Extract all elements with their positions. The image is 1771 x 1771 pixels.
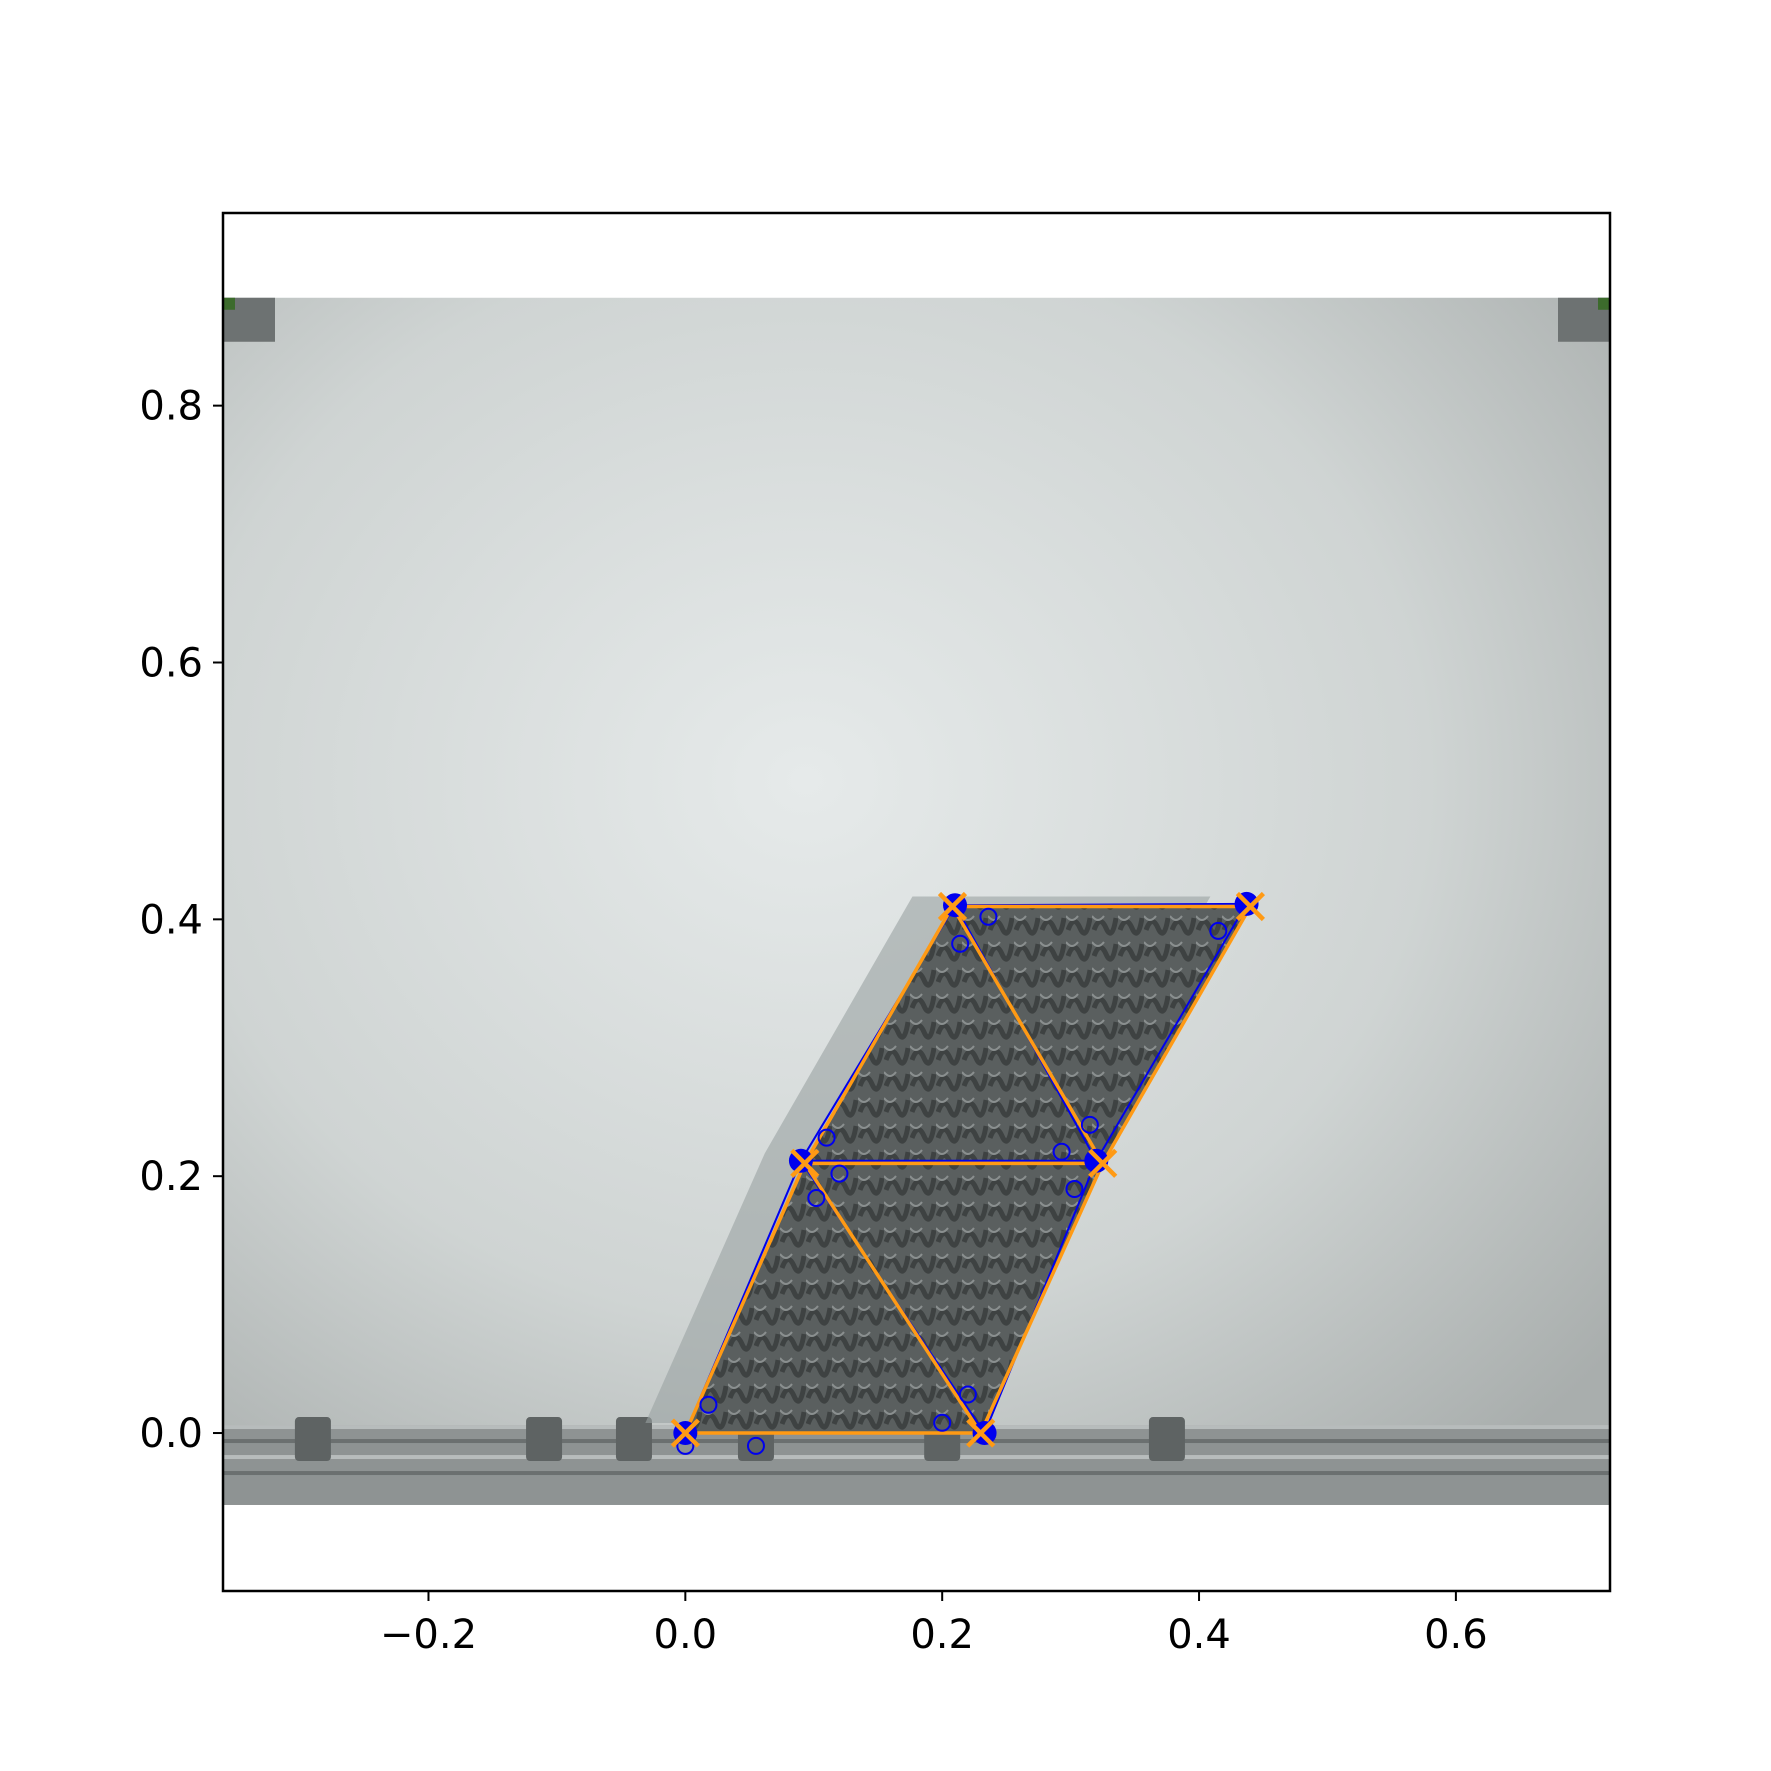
module-body — [685, 906, 1251, 1434]
orange-x-marker — [670, 1418, 700, 1448]
orange-edge — [979, 1162, 1105, 1434]
rail-clamp — [615, 1417, 652, 1462]
blue-small-marker — [951, 934, 970, 953]
rail-stripe — [223, 1439, 1610, 1444]
background-photo — [223, 297, 1610, 1505]
rail-stripe — [223, 1471, 1610, 1476]
blue-small-marker — [1052, 1142, 1071, 1161]
blue-small-marker — [1065, 1180, 1084, 1199]
blue-small-marker — [830, 1164, 849, 1183]
axes-frame — [221, 211, 1612, 1593]
rail-clamp — [1148, 1417, 1185, 1462]
orange-x-marker — [937, 891, 968, 922]
blue-small-marker — [676, 1436, 695, 1455]
blue-small-marker — [1209, 921, 1228, 940]
y-tick-label: 0.0 — [139, 1411, 203, 1457]
x-axis-ticks: −0.2 0.0 0.2 0.4 0.6 — [380, 1591, 1488, 1658]
orange-x-marker — [1235, 891, 1265, 922]
orange-edge — [803, 905, 954, 1165]
x-tick-label: 0.0 — [654, 1612, 718, 1658]
orange-edge — [1101, 905, 1252, 1165]
x-tick-label: 0.2 — [910, 1612, 974, 1658]
rail-clamp — [526, 1417, 563, 1462]
orange-x-marker — [966, 1418, 996, 1448]
y-tick-label: 0.8 — [139, 384, 203, 430]
blue-vertex-marker — [972, 1421, 997, 1446]
orange-edge — [683, 1162, 807, 1434]
plot-axes: −0.2 0.0 0.2 0.4 0.6 0.0 0.2 0.4 0.6 0.8 — [139, 211, 1612, 1658]
y-tick-label: 0.2 — [139, 1154, 203, 1200]
orange-edge — [803, 1162, 983, 1434]
y-axis-ticks: 0.0 0.2 0.4 0.6 0.8 — [139, 384, 223, 1457]
orange-edge — [950, 905, 1105, 1165]
orange-x-marker — [1088, 1148, 1118, 1178]
rail-stripe — [223, 1455, 1610, 1460]
x-tick-label: 0.6 — [1424, 1612, 1488, 1658]
corner-bracket-tab — [1598, 297, 1610, 310]
x-tick-label: −0.2 — [380, 1612, 477, 1658]
blue-small-marker — [1080, 1115, 1099, 1134]
orange-x-marker — [790, 1148, 820, 1178]
y-tick-label: 0.4 — [139, 897, 203, 943]
x-tick-label: 0.4 — [1167, 1612, 1231, 1658]
blue-small-marker — [958, 1385, 977, 1404]
blue-small-marker — [817, 1128, 836, 1147]
rail-clamp — [294, 1417, 331, 1462]
lattice-overlay — [670, 891, 1265, 1455]
blue-small-marker — [699, 1395, 718, 1414]
blue-small-marker — [807, 1189, 826, 1208]
blue-small-marker — [746, 1436, 765, 1455]
blue-small-marker — [933, 1413, 952, 1432]
y-tick-label: 0.6 — [139, 640, 203, 686]
blue-edge — [1095, 903, 1248, 1162]
corner-bracket-tab — [223, 297, 235, 310]
blue-small-marker — [979, 907, 998, 926]
rail-base — [223, 1425, 1610, 1505]
